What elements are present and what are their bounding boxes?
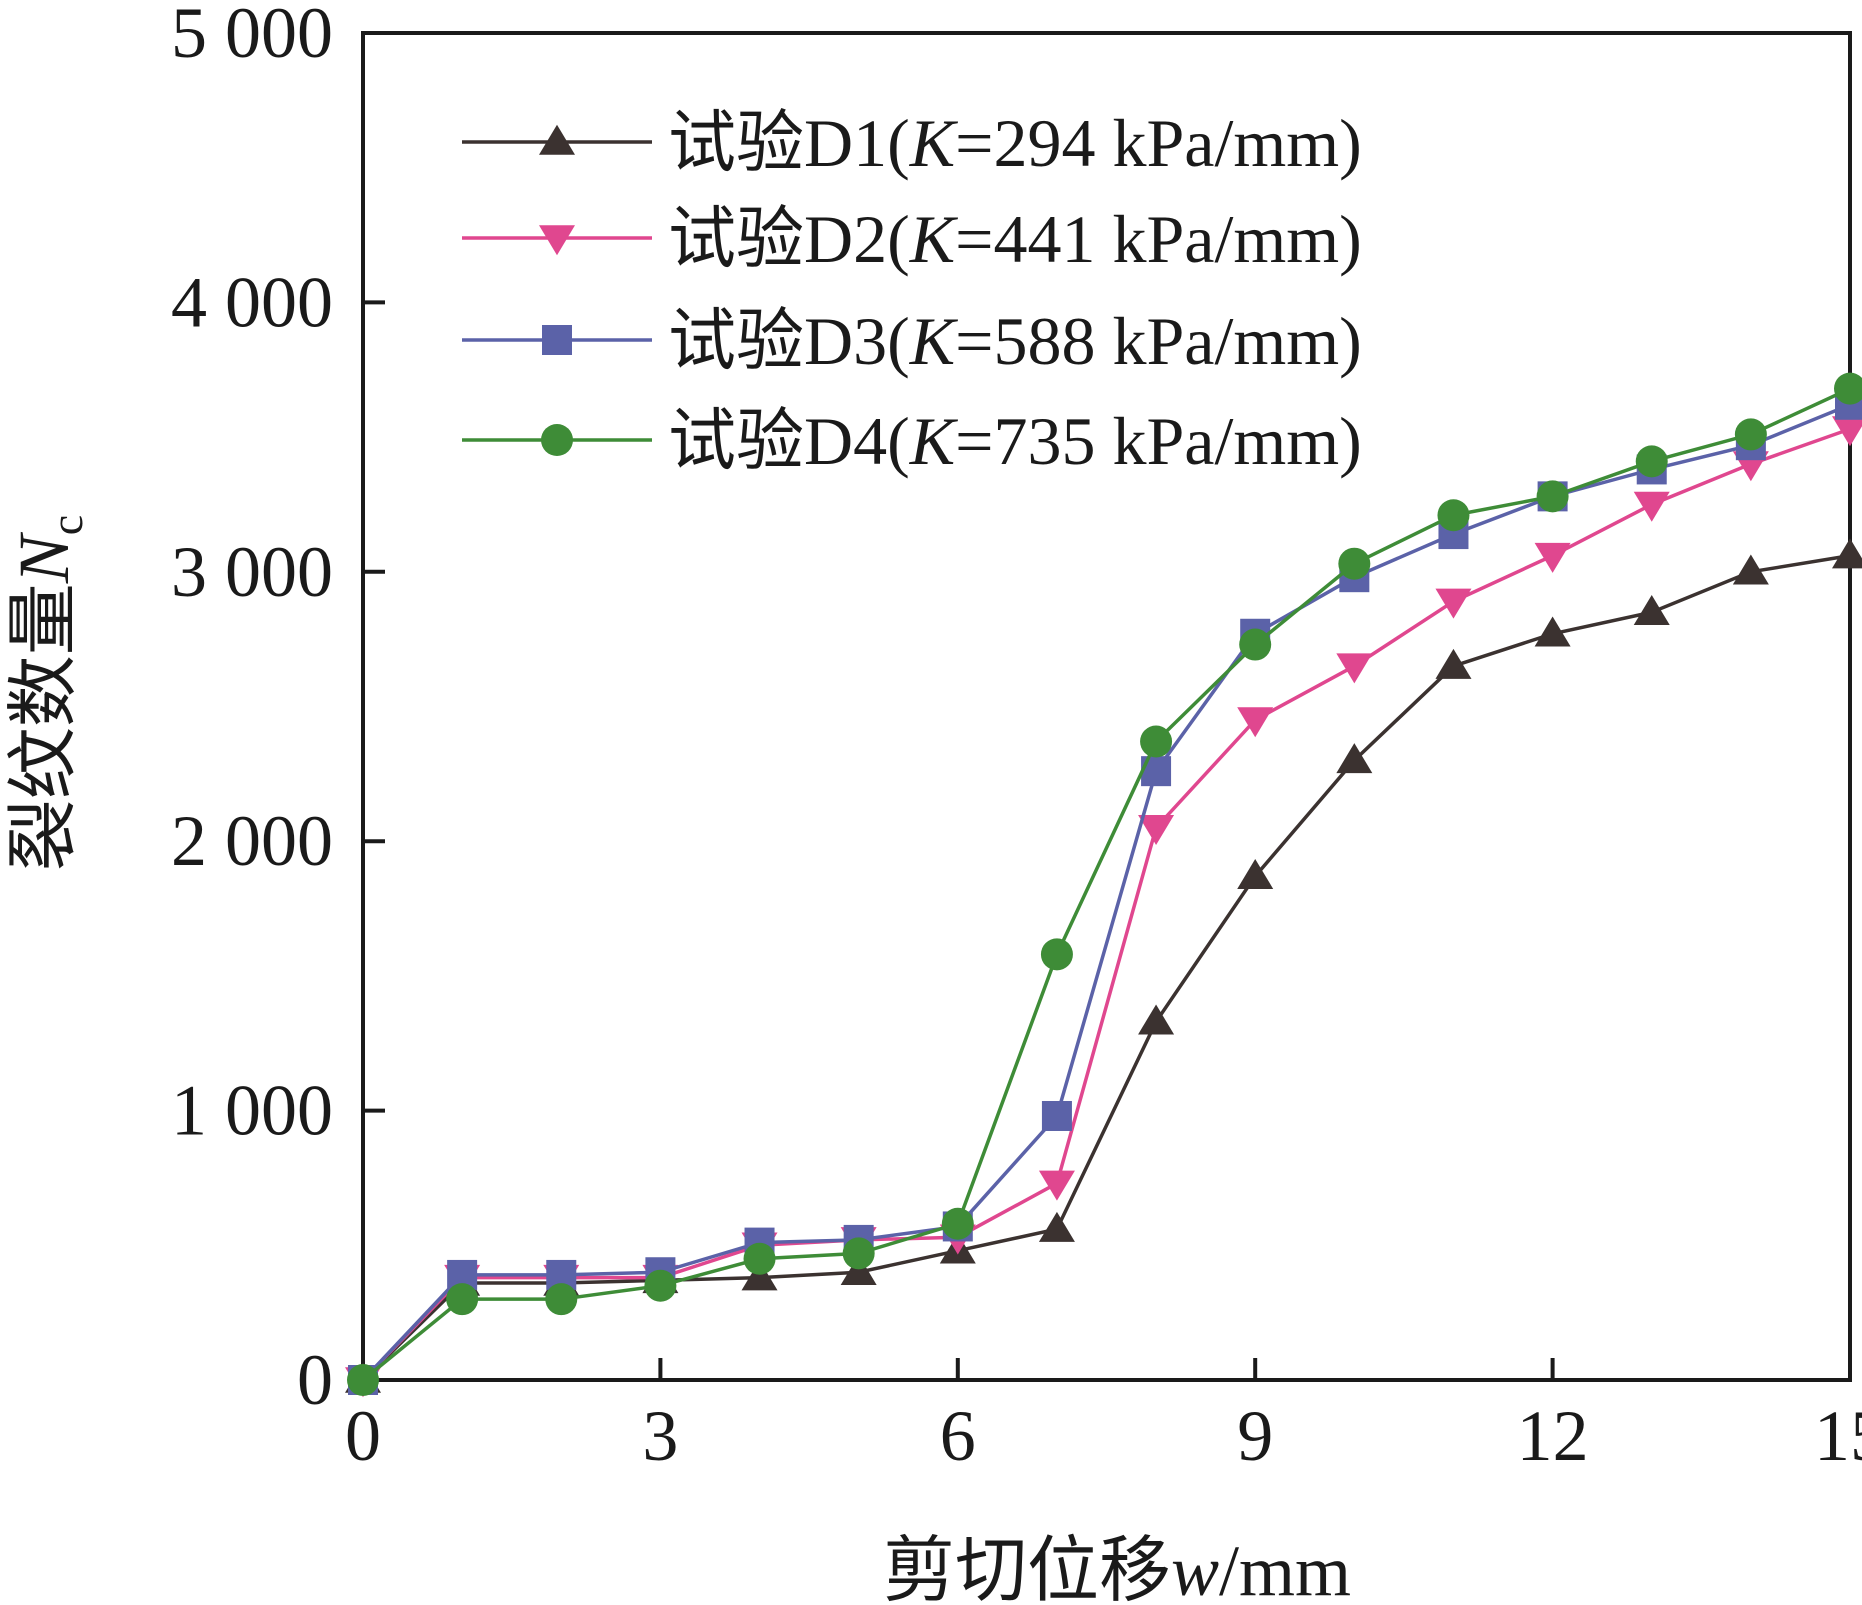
data-point bbox=[941, 1207, 974, 1240]
data-point bbox=[1038, 1211, 1075, 1242]
legend-label: 试验D4(K=735 kPa/mm) bbox=[668, 403, 1362, 479]
data-point bbox=[1338, 547, 1371, 580]
data-point bbox=[1038, 1170, 1075, 1201]
data-point bbox=[1435, 588, 1472, 619]
legend-marker bbox=[541, 424, 573, 456]
data-point bbox=[1138, 1004, 1175, 1035]
data-point bbox=[644, 1269, 677, 1302]
series-3 bbox=[348, 389, 1862, 1395]
data-point bbox=[1237, 858, 1274, 889]
data-point bbox=[1437, 499, 1470, 532]
data-point bbox=[1138, 814, 1175, 845]
plot-border bbox=[361, 31, 1852, 1382]
data-point bbox=[743, 1242, 776, 1275]
data-point bbox=[1633, 491, 1670, 522]
legend-item: 试验D3(K=588 kPa/mm) bbox=[462, 303, 1362, 379]
y-axis-label-subscript: c bbox=[41, 515, 92, 535]
x-axis-ticks: 0 3 6 9 12 15 bbox=[345, 1358, 1862, 1476]
series-line bbox=[361, 553, 1851, 1382]
series-line bbox=[361, 387, 1851, 1382]
x-tick-label: 9 bbox=[1237, 1396, 1273, 1476]
y-axis-label-variable: N bbox=[4, 531, 84, 584]
series-2 bbox=[345, 416, 1862, 1398]
y-tick-label: 3 000 bbox=[171, 532, 333, 612]
data-point bbox=[1534, 542, 1571, 573]
data-point bbox=[1635, 445, 1668, 478]
y-tick-label: 2 000 bbox=[171, 801, 333, 881]
legend-marker bbox=[542, 325, 572, 355]
data-point bbox=[1435, 648, 1472, 679]
legend-item: 试验D2(K=441 kPa/mm) bbox=[462, 201, 1362, 277]
data-point bbox=[1239, 628, 1272, 661]
legend-label: 试验D2(K=441 kPa/mm) bbox=[668, 201, 1362, 277]
x-tick-label: 0 bbox=[345, 1396, 381, 1476]
data-point bbox=[347, 1364, 379, 1396]
data-point bbox=[1237, 707, 1274, 738]
data-point bbox=[1834, 372, 1862, 405]
x-axis-label-text: 剪切位移 bbox=[883, 1531, 1171, 1605]
data-point bbox=[1633, 594, 1670, 625]
x-axis-label-variable: w bbox=[1171, 1531, 1219, 1605]
x-tick-label: 12 bbox=[1517, 1396, 1589, 1476]
x-tick-label: 3 bbox=[642, 1396, 678, 1476]
y-axis-label-text: 裂纹数量 bbox=[4, 583, 84, 871]
legend: 试验D1(K=294 kPa/mm) 试验D2(K=441 kPa/mm) 试验D3… bbox=[462, 105, 1362, 479]
y-tick-label: 4 000 bbox=[171, 262, 333, 342]
x-tick-label: 15 bbox=[1814, 1396, 1862, 1476]
series-4 bbox=[347, 372, 1862, 1396]
series-line bbox=[361, 427, 1851, 1382]
series-line bbox=[361, 403, 1851, 1382]
data-point bbox=[1536, 480, 1569, 513]
y-tick-label: 1 000 bbox=[171, 1071, 333, 1151]
legend-marker bbox=[539, 124, 575, 155]
data-point bbox=[1534, 616, 1571, 647]
data-point bbox=[741, 1260, 778, 1291]
data-point bbox=[446, 1283, 479, 1316]
x-axis-label-unit: /mm bbox=[1219, 1531, 1351, 1605]
x-tick-label: 6 bbox=[940, 1396, 976, 1476]
series-layer bbox=[345, 372, 1862, 1398]
legend-label: 试验D1(K=294 kPa/mm) bbox=[668, 105, 1362, 181]
legend-marker bbox=[539, 225, 575, 256]
y-tick-label: 5 000 bbox=[171, 0, 333, 73]
x-axis-label: 剪切位移w/mm bbox=[883, 1531, 1351, 1605]
legend-item: 试验D4(K=735 kPa/mm) bbox=[462, 403, 1362, 479]
data-point bbox=[1140, 725, 1173, 758]
legend-label: 试验D3(K=588 kPa/mm) bbox=[668, 303, 1362, 379]
data-point bbox=[1734, 418, 1767, 451]
data-point bbox=[1041, 1100, 1072, 1131]
data-point bbox=[1732, 554, 1769, 585]
plot-frame bbox=[361, 31, 1852, 1382]
y-tick-label: 0 bbox=[297, 1340, 333, 1420]
y-axis-ticks: 0 1 000 2 000 3 000 4 000 5 000 bbox=[171, 0, 385, 1420]
data-point bbox=[1336, 653, 1373, 684]
data-point bbox=[842, 1237, 875, 1270]
data-point bbox=[545, 1283, 578, 1316]
data-point bbox=[1832, 416, 1862, 447]
data-point bbox=[1336, 743, 1373, 774]
legend-item: 试验D1(K=294 kPa/mm) bbox=[462, 105, 1362, 181]
y-axis-label: 裂纹数量Nc bbox=[4, 515, 92, 871]
data-point bbox=[1040, 938, 1073, 971]
data-point bbox=[1832, 538, 1862, 569]
data-point bbox=[840, 1254, 877, 1285]
